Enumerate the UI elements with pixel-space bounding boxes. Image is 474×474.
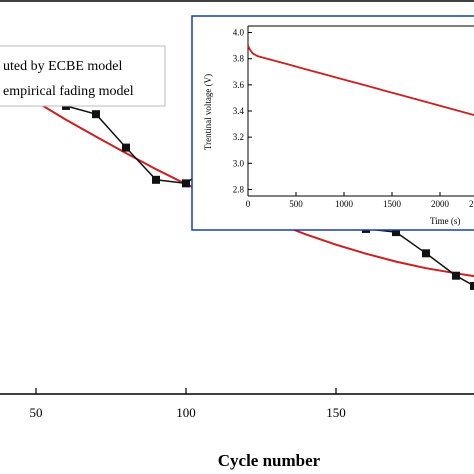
inset-y-tick-label: 3.2	[233, 132, 244, 142]
data-point-ecbe	[422, 249, 430, 258]
main-x-ticks: 50 100 150	[30, 388, 346, 420]
inset-x-axis-title: Time (s)	[430, 216, 460, 226]
inset-y-tick-label: 3.4	[233, 106, 245, 116]
inset-y-tick-label: 3.8	[233, 54, 245, 64]
inset-y-tick-label: 3.0	[233, 158, 245, 168]
main-x-tick-label: 50	[30, 405, 43, 420]
data-point-ecbe	[392, 228, 400, 237]
main-x-tick-label: 100	[176, 405, 196, 420]
inset-x-tick-label: 1500	[383, 199, 402, 209]
legend-box	[0, 45, 166, 107]
inset-voltage-curve	[247, 45, 474, 116]
inset-y-tick-label: 2.8	[233, 184, 245, 194]
data-point-ecbe	[122, 143, 130, 152]
inset-x-tick-label: 2	[469, 199, 474, 209]
inset-ticks: 2.8 3.0 3.2 3.4 3.6 3.8 4.0 0 500 1000 1500 2000 2	[233, 28, 474, 209]
x-axis-title: Cycle number	[218, 451, 321, 470]
data-point-ecbe	[182, 179, 190, 188]
data-point-ecbe	[92, 110, 100, 119]
inset-frame	[191, 15, 474, 231]
inset-chart: 2.8 3.0 3.2 3.4 3.6 3.8 4.0 0 500 1000 1500 2000 2 T…	[191, 15, 474, 231]
inset-x-tick-label: 0	[246, 199, 251, 209]
legend-entry-empirical: empirical fading model	[3, 84, 134, 99]
inset-y-tick-label: 3.6	[233, 80, 245, 90]
inset-x-tick-label: 500	[289, 199, 303, 209]
data-point-ecbe	[452, 271, 460, 280]
inset-x-tick-label: 1000	[335, 199, 354, 209]
data-point-ecbe	[152, 175, 160, 184]
inset-y-axis-title: Trentinal voltage (V)	[203, 74, 213, 150]
inset-y-tick-label: 4.0	[233, 28, 245, 38]
legend-entry-ecbe: uted by ECBE model	[3, 59, 122, 74]
main-x-tick-label: 150	[326, 405, 346, 420]
inset-x-tick-label: 2000	[431, 199, 450, 209]
data-point-ecbe	[470, 281, 474, 290]
legend: uted by ECBE model empirical fading mode…	[0, 45, 166, 107]
